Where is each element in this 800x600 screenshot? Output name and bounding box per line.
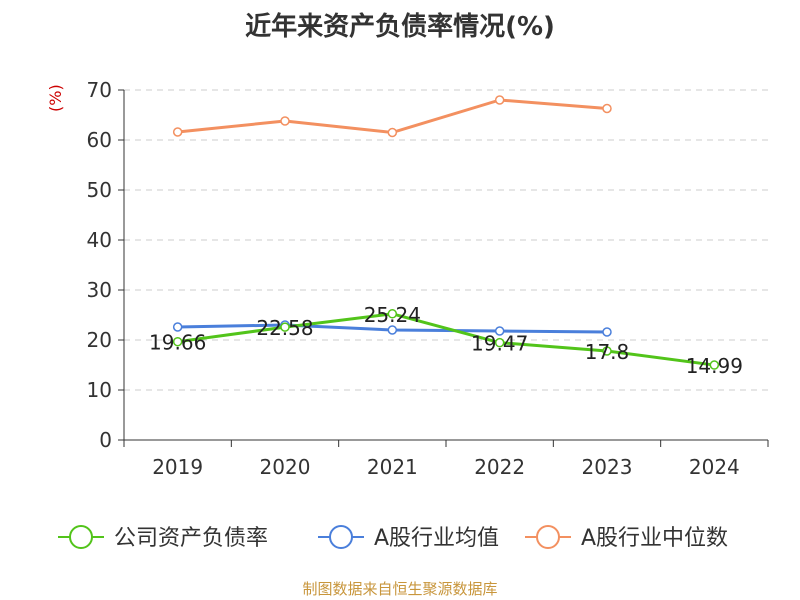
data-point-2-1 <box>280 116 290 126</box>
data-label: 22.58 <box>256 316 313 340</box>
data-point-2-3 <box>494 95 505 105</box>
y-tick-label: 20 <box>87 328 112 352</box>
data-label: 19.66 <box>149 331 206 355</box>
chart-title: 近年来资产负债率情况(%) <box>245 12 555 42</box>
x-tick-label: 2023 <box>582 455 633 479</box>
source-footer: 制图数据来自恒生聚源数据库 <box>302 580 498 598</box>
data-point-1-0 <box>172 322 183 332</box>
data-point-2-0 <box>172 127 183 137</box>
x-tick-label: 2019 <box>152 455 203 479</box>
series-line-0 <box>177 312 715 367</box>
y-tick-label: 30 <box>87 278 112 302</box>
legend-label-2: A股行业中位数 <box>581 526 728 551</box>
data-point-2-2 <box>387 127 398 138</box>
x-tick-label: 2022 <box>474 455 525 479</box>
legend-label-1: A股行业均值 <box>374 526 499 551</box>
data-label: 17.8 <box>585 340 630 364</box>
x-tick-label: 2020 <box>260 455 311 479</box>
y-tick-label: 40 <box>87 228 112 252</box>
legend-marker-1 <box>329 525 353 549</box>
data-point-0-3 <box>494 337 505 348</box>
x-tick-label: 2021 <box>367 455 418 479</box>
data-label: 14.99 <box>686 354 743 378</box>
data-point-0-1 <box>280 322 290 332</box>
legend-marker-0 <box>69 525 93 549</box>
data-label: 19.47 <box>471 332 528 356</box>
data-point-0-2 <box>387 309 398 319</box>
legend-label-0: 公司资产负债率 <box>114 526 268 551</box>
y-tick-label: 70 <box>87 78 112 102</box>
y-tick-label: 50 <box>87 178 112 202</box>
legend-marker-2 <box>536 525 560 549</box>
series-line-2 <box>177 98 608 134</box>
data-point-0-4 <box>602 346 612 356</box>
data-point-1-2 <box>387 325 398 335</box>
data-point-1-3 <box>494 326 505 336</box>
y-tick-label: 60 <box>87 128 112 152</box>
y-tick-label: 10 <box>87 378 112 402</box>
data-point-0-5 <box>709 360 720 370</box>
x-tick-label: 2024 <box>689 455 740 479</box>
y-tick-label: 0 <box>99 428 112 452</box>
data-point-0-0 <box>172 336 183 347</box>
data-point-2-4 <box>602 103 612 114</box>
data-point-1-4 <box>602 327 612 337</box>
data-label: 25.24 <box>364 303 421 327</box>
